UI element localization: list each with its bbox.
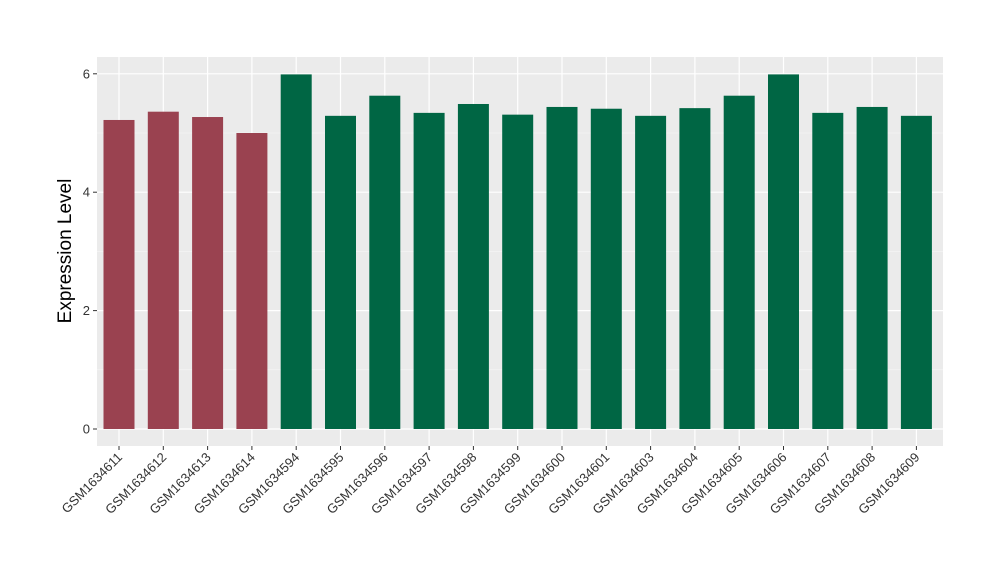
bar	[236, 133, 268, 429]
y-tick-label: 4	[83, 185, 90, 200]
bar	[103, 119, 135, 429]
bar	[856, 106, 888, 430]
y-axis: 0 2 4 6	[83, 66, 97, 437]
bar	[502, 114, 534, 429]
bar	[812, 112, 844, 429]
y-tick-label: 2	[83, 303, 90, 318]
bars	[103, 74, 932, 430]
bar	[325, 115, 356, 429]
bar	[413, 112, 445, 429]
bar	[635, 115, 667, 429]
bar	[679, 108, 711, 430]
bar	[192, 117, 224, 430]
bar	[280, 74, 312, 429]
y-tick-label: 0	[83, 422, 90, 437]
bar	[369, 95, 401, 429]
y-axis-title: Expression Level	[55, 179, 76, 324]
bar	[546, 106, 578, 430]
bar	[900, 115, 932, 429]
x-axis: GSM1634611GSM1634612GSM1634613GSM1634614…	[58, 446, 923, 517]
bar	[147, 111, 179, 430]
bar	[768, 74, 799, 429]
bar	[457, 103, 489, 429]
bar	[723, 95, 755, 429]
y-tick-label: 6	[83, 66, 90, 81]
bar	[590, 108, 622, 429]
